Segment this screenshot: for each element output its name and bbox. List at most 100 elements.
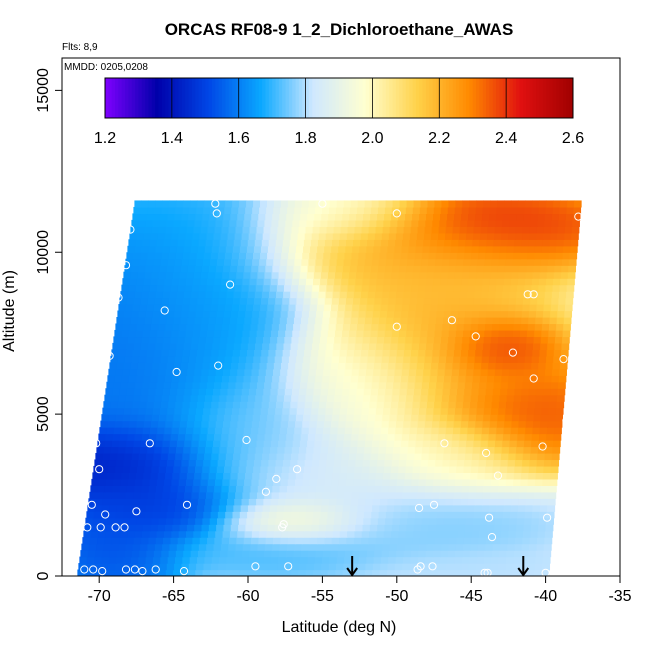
heatmap-cell — [471, 530, 480, 538]
heatmap-cell — [224, 517, 233, 525]
heatmap-cell — [146, 550, 155, 558]
heatmap-cell — [433, 550, 441, 558]
heatmap-cell — [120, 336, 129, 344]
heatmap-cell — [490, 563, 499, 571]
heatmap-cell — [341, 219, 349, 227]
heatmap-cell — [388, 427, 396, 435]
heatmap-cell — [195, 407, 204, 415]
heatmap-cell — [387, 433, 396, 441]
heatmap-cell — [424, 226, 433, 234]
heatmap-cell — [320, 329, 329, 338]
heatmap-cell — [480, 368, 489, 376]
heatmap-cell — [544, 375, 553, 383]
heatmap-cell — [177, 433, 186, 441]
colorbar-swatch — [275, 78, 280, 118]
heatmap-cell — [326, 226, 335, 234]
heatmap-cell — [223, 524, 232, 532]
heatmap-cell — [535, 394, 544, 402]
heatmap-cell — [328, 563, 337, 571]
heatmap-cell — [388, 239, 396, 247]
heatmap-cell — [157, 278, 166, 286]
colorbar-swatch — [155, 78, 159, 118]
heatmap-cell — [433, 478, 442, 486]
heatmap-cell — [433, 278, 441, 286]
heatmap-cell — [487, 297, 496, 305]
heatmap-cell — [307, 375, 316, 383]
heatmap-cell — [106, 569, 115, 576]
heatmap-cell — [359, 304, 368, 312]
heatmap-cell — [404, 219, 412, 227]
heatmap-cell — [225, 401, 234, 409]
colorbar: 1.2 1.4 1.6 1.8 2.0 2.2 2.4 2.6 — [94, 77, 584, 147]
heatmap-cell — [346, 472, 355, 480]
heatmap-cell — [106, 427, 115, 435]
heatmap-cell — [266, 530, 275, 538]
heatmap-cell — [434, 537, 443, 545]
heatmap-cell — [268, 517, 277, 525]
heatmap-cell — [131, 355, 140, 363]
heatmap-cell — [258, 427, 266, 435]
heatmap-cell — [135, 427, 144, 435]
heatmap-cell — [195, 414, 203, 422]
heatmap-cell — [477, 401, 486, 409]
heatmap-cell — [281, 245, 290, 253]
heatmap-cell — [420, 459, 429, 467]
heatmap-cell — [339, 537, 347, 545]
heatmap-cell — [364, 323, 372, 331]
heatmap-cell — [179, 271, 188, 279]
heatmap-cell — [459, 504, 468, 512]
heatmap-cell — [296, 407, 305, 415]
heatmap-cell — [391, 206, 400, 215]
heatmap-cell — [215, 368, 224, 376]
heatmap-cell — [313, 278, 321, 286]
heatmap-cell — [359, 427, 368, 435]
heatmap-cell — [496, 349, 505, 357]
heatmap-cell — [124, 498, 133, 506]
heatmap-cell — [250, 219, 258, 227]
heatmap-cell — [514, 459, 523, 467]
heatmap-cell — [282, 239, 291, 247]
heatmap-cell — [364, 440, 373, 448]
heatmap-cell — [108, 368, 117, 376]
heatmap-cell — [536, 465, 544, 473]
heatmap-cell — [135, 381, 143, 389]
heatmap-cell — [450, 452, 459, 461]
heatmap-cell — [369, 401, 378, 409]
heatmap-cell — [249, 278, 258, 286]
heatmap-cell — [495, 511, 504, 519]
heatmap-cell — [524, 517, 533, 525]
heatmap-cell — [133, 252, 142, 260]
heatmap-cell — [534, 569, 543, 576]
heatmap-cell — [509, 213, 518, 221]
heatmap-cell — [293, 323, 301, 331]
heatmap-cell — [253, 355, 261, 363]
heatmap-cell — [136, 278, 145, 286]
heatmap-cell — [244, 265, 252, 273]
heatmap-cell — [367, 291, 376, 299]
heatmap-cell — [168, 550, 177, 558]
heatmap-cell — [242, 226, 251, 234]
heatmap-cell — [377, 517, 386, 525]
heatmap-cell — [567, 200, 575, 208]
heatmap-cell — [494, 524, 503, 532]
heatmap-cell — [356, 329, 365, 338]
heatmap-cell — [423, 498, 432, 506]
heatmap-cell — [187, 265, 196, 273]
heatmap-cell — [517, 427, 526, 435]
heatmap-cell — [397, 407, 406, 415]
heatmap-cell — [493, 452, 502, 461]
heatmap-cell — [163, 284, 172, 292]
heatmap-cell — [369, 530, 378, 538]
heatmap-cell — [501, 297, 510, 305]
heatmap-cell — [226, 498, 235, 506]
heatmap-cell — [335, 206, 344, 215]
heatmap-cell — [261, 349, 269, 357]
heatmap-cell — [546, 271, 555, 279]
heatmap-cell — [499, 323, 507, 331]
heatmap-cell — [506, 394, 515, 402]
heatmap-cell — [439, 556, 448, 564]
heatmap-cell — [381, 362, 389, 370]
heatmap-cell — [138, 265, 147, 273]
heatmap-cell — [267, 414, 275, 422]
